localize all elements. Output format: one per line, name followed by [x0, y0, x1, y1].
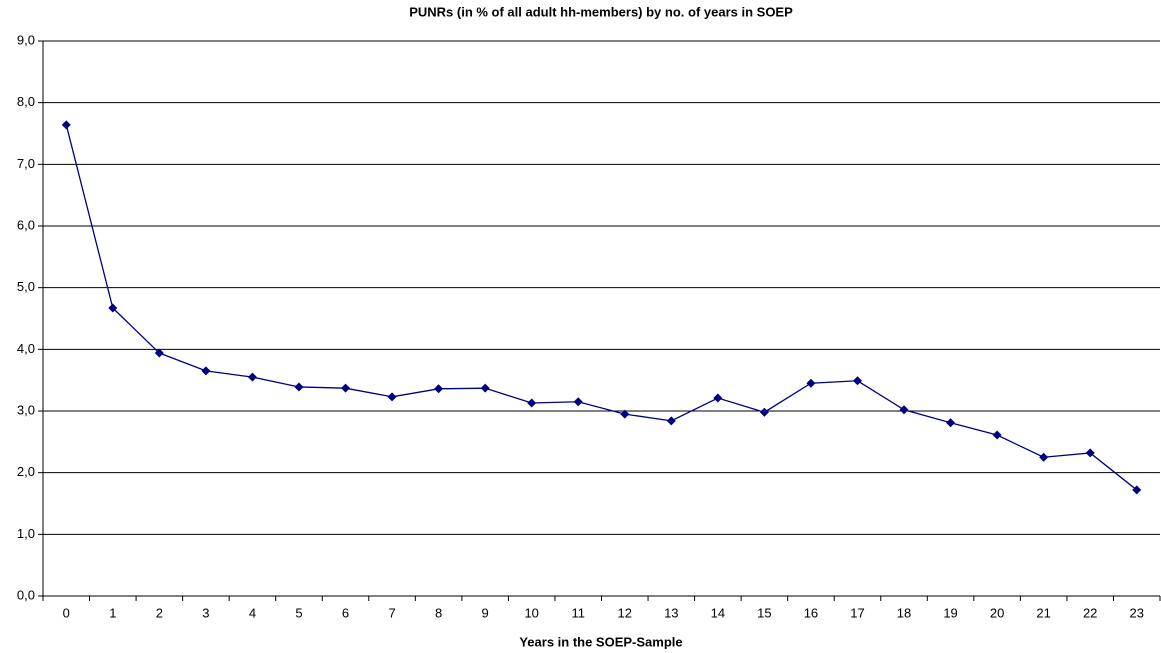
marker [899, 405, 909, 415]
marker [620, 409, 630, 419]
x-tick-label: 18 [897, 605, 911, 620]
x-tick-label: 21 [1036, 605, 1050, 620]
marker [1039, 452, 1049, 462]
y-tick-label: 8,0 [17, 94, 35, 109]
x-tick-label: 11 [571, 605, 585, 620]
x-tick-label: 4 [249, 605, 256, 620]
x-tick-label: 15 [757, 605, 771, 620]
marker [992, 430, 1002, 440]
x-tick-label: 9 [482, 605, 489, 620]
marker [1085, 448, 1095, 458]
x-tick-label: 6 [342, 605, 349, 620]
x-tick-label: 23 [1129, 605, 1143, 620]
y-tick-label: 7,0 [17, 156, 35, 171]
x-tick-label: 14 [711, 605, 725, 620]
marker [387, 392, 397, 402]
x-tick-label: 20 [990, 605, 1004, 620]
marker [666, 416, 676, 426]
marker [946, 418, 956, 428]
x-tick-label: 8 [435, 605, 442, 620]
y-tick-label: 6,0 [17, 217, 35, 232]
x-tick-label: 5 [295, 605, 302, 620]
y-tick-label: 3,0 [17, 402, 35, 417]
y-tick-label: 0,0 [17, 587, 35, 602]
marker [247, 372, 257, 382]
chart-title: PUNRs (in % of all adult hh-members) by … [409, 4, 793, 19]
x-tick-label: 7 [388, 605, 395, 620]
marker [201, 366, 211, 376]
marker [1132, 485, 1142, 495]
marker [527, 398, 537, 408]
x-tick-label: 17 [850, 605, 864, 620]
marker [852, 376, 862, 386]
marker [61, 120, 71, 130]
marker [480, 383, 490, 393]
x-tick-label: 16 [804, 605, 818, 620]
marker [759, 407, 769, 417]
marker [434, 384, 444, 394]
y-tick-label: 4,0 [17, 341, 35, 356]
y-tick-label: 5,0 [17, 279, 35, 294]
marker [806, 378, 816, 388]
x-tick-label: 1 [109, 605, 116, 620]
marker [573, 397, 583, 407]
marker [713, 393, 723, 403]
x-tick-label: 13 [664, 605, 678, 620]
marker [154, 348, 164, 358]
x-tick-label: 0 [63, 605, 70, 620]
x-tick-label: 22 [1083, 605, 1097, 620]
marker [108, 303, 118, 313]
x-tick-label: 19 [943, 605, 957, 620]
y-tick-label: 2,0 [17, 464, 35, 479]
x-axis-label: Years in the SOEP-Sample [519, 634, 682, 649]
x-tick-label: 3 [202, 605, 209, 620]
y-tick-label: 1,0 [17, 526, 35, 541]
marker [294, 382, 304, 392]
x-tick-label: 12 [618, 605, 632, 620]
y-tick-label: 9,0 [17, 32, 35, 47]
x-tick-label: 2 [156, 605, 163, 620]
line [65, 124, 1138, 491]
x-tick-label: 10 [524, 605, 538, 620]
marker [341, 383, 351, 393]
